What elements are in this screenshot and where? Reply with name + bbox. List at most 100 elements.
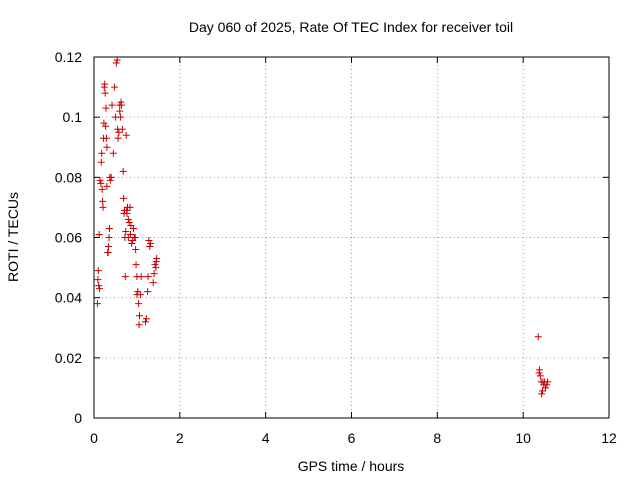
data-point (95, 230, 103, 238)
y-tick-label: 0.06 (55, 230, 82, 246)
data-point (96, 176, 104, 184)
data-point (102, 104, 110, 112)
data-point (142, 315, 150, 323)
data-point (105, 224, 113, 232)
data-point (135, 312, 143, 320)
data-point (98, 185, 106, 193)
data-point (105, 243, 113, 251)
data-point (544, 378, 552, 386)
x-tick-label: 8 (433, 430, 441, 446)
data-point (543, 381, 551, 389)
data-points (93, 56, 552, 398)
data-point (119, 167, 127, 175)
data-point (137, 273, 145, 281)
data-point (103, 143, 111, 151)
data-point (144, 288, 152, 296)
x-tick-label: 12 (601, 430, 617, 446)
y-tick-label: 0 (74, 410, 82, 426)
data-point (98, 149, 106, 157)
data-point (144, 273, 152, 281)
data-point (104, 249, 112, 257)
data-point (132, 246, 140, 254)
data-point (102, 134, 110, 142)
data-point (129, 224, 137, 232)
x-tick-label: 6 (348, 430, 356, 446)
data-point (99, 197, 107, 205)
data-point (126, 203, 134, 211)
y-tick-label: 0.04 (55, 290, 82, 306)
data-point (112, 59, 120, 67)
data-point (541, 384, 549, 392)
data-point (147, 240, 155, 248)
data-point (117, 113, 125, 121)
data-point (131, 234, 139, 241)
data-point (145, 237, 153, 245)
data-point (538, 390, 546, 398)
y-tick-label: 0.08 (55, 169, 82, 185)
data-point (153, 255, 161, 263)
data-point (135, 300, 143, 308)
data-point (536, 372, 544, 380)
data-point (100, 119, 108, 127)
data-point (94, 267, 102, 275)
data-point (111, 83, 119, 91)
data-point (128, 240, 136, 248)
data-point (97, 179, 105, 187)
plot-frame (93, 56, 610, 419)
grid (94, 57, 609, 418)
data-point (150, 270, 158, 278)
data-point (96, 285, 104, 293)
x-tick-label: 2 (176, 430, 184, 446)
data-point (107, 173, 115, 181)
x-axis-title: GPS time / hours (298, 458, 405, 474)
data-point (105, 234, 113, 241)
chart-title: Day 060 of 2025, Rate Of TEC Index for r… (189, 19, 513, 35)
y-tick-label: 0.12 (55, 49, 82, 65)
data-point (102, 122, 110, 130)
data-point (142, 318, 149, 326)
x-tick-label: 10 (515, 430, 531, 446)
data-point (95, 282, 103, 290)
data-point (124, 215, 132, 223)
data-point (103, 182, 111, 190)
data-point (109, 149, 117, 157)
data-point (115, 128, 123, 136)
data-point (114, 134, 122, 142)
data-point (94, 276, 102, 284)
data-point (152, 264, 160, 272)
data-point (136, 291, 144, 299)
data-point (101, 80, 109, 88)
data-point (122, 131, 130, 139)
axis-ticks: 0 2 4 6 8 10 12 0 0.02 0.04 0.06 0.08 0.1 0.12 (55, 49, 617, 446)
data-point (101, 89, 109, 97)
data-point (121, 273, 129, 281)
data-point (125, 218, 133, 226)
data-point (93, 300, 101, 308)
data-point (535, 366, 543, 374)
data-point (122, 227, 130, 235)
x-tick-label: 0 (90, 430, 98, 446)
y-tick-label: 0.02 (55, 350, 82, 366)
data-point (534, 333, 542, 341)
data-point (132, 261, 140, 269)
data-point (149, 279, 157, 287)
data-point (151, 261, 159, 269)
data-point (123, 209, 131, 217)
data-point (116, 107, 124, 115)
data-point (106, 176, 114, 184)
data-point (113, 56, 121, 64)
data-point (99, 203, 107, 211)
x-tick-label: 4 (262, 430, 270, 446)
data-point (120, 194, 128, 202)
data-point (146, 243, 154, 251)
data-point (108, 101, 116, 109)
y-tick-label: 0.1 (63, 109, 83, 125)
data-point (118, 125, 126, 133)
data-point (135, 321, 143, 329)
data-point (117, 101, 125, 109)
y-axis-title: ROTI / TECUs (5, 192, 21, 282)
data-point (97, 158, 105, 166)
data-point (538, 387, 546, 395)
